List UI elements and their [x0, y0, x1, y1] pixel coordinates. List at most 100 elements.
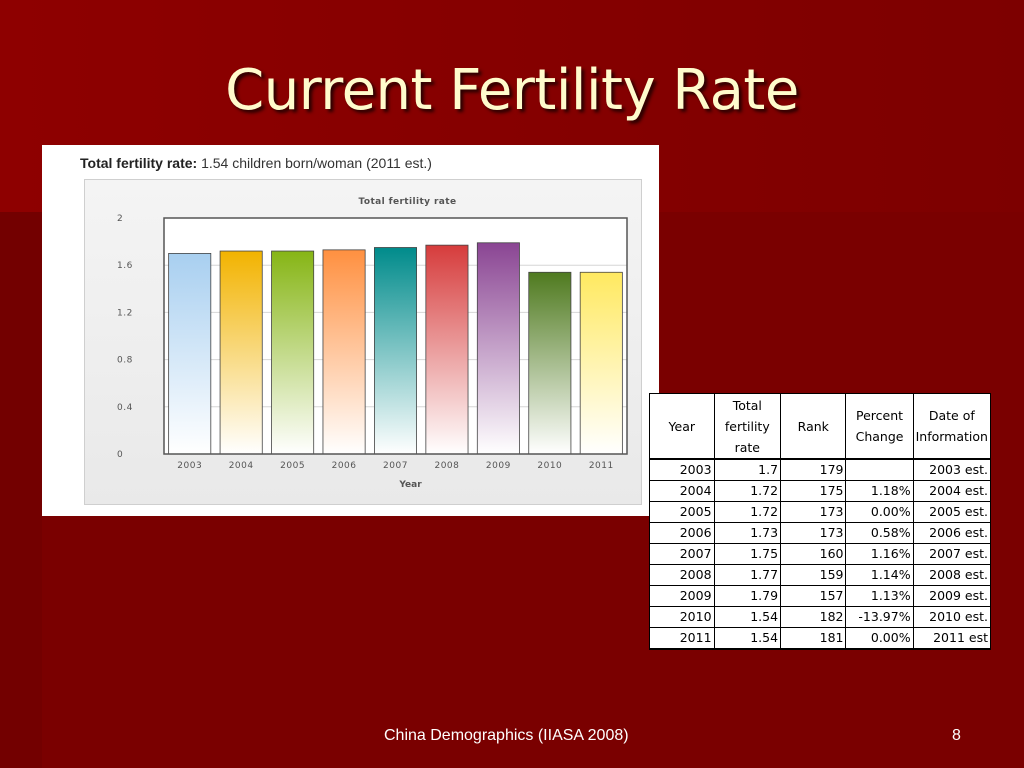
table-cell: 2011 est [912, 627, 992, 650]
table-header-row: Year Total fertility rate Rank Percent Chan… [649, 393, 992, 460]
table-cell: 1.75 [713, 543, 782, 565]
table-cell: 2010 [649, 606, 715, 628]
table-header-cell: Year [649, 393, 715, 460]
slide-background-notch [0, 212, 42, 768]
bar-2009 [476, 242, 520, 455]
table-cell: 1.16% [845, 543, 914, 565]
x-tick-label: 2009 [486, 461, 511, 471]
table-cell: 2005 est. [912, 501, 992, 523]
bar-2003 [168, 253, 212, 455]
table-cell: 2003 [649, 458, 715, 481]
bar-chart: 0 0.4 0.8 1.2 1.6 2 2003 2004 2005 2006 2007 2008 20… [117, 197, 628, 490]
chart-bars [163, 217, 628, 455]
table-row: 2006 1.73 173 0.58% 2006 est. [649, 522, 992, 544]
y-tick-label: 1.2 [117, 308, 133, 318]
table-row: 2010 1.54 182 -13.97% 2010 est. [649, 606, 992, 628]
table-cell: -13.97% [845, 606, 914, 628]
x-tick-label: 2005 [280, 461, 305, 471]
table-cell: 157 [780, 585, 847, 607]
table-cell: 2006 [649, 522, 715, 544]
bar-2005 [271, 250, 315, 455]
table-row: 2004 1.72 175 1.18% 2004 est. [649, 480, 992, 502]
x-tick-label: 2007 [383, 461, 408, 471]
table-header-cell: Date of Information [912, 393, 992, 460]
bar-2006 [322, 249, 366, 455]
chart-title: Total fertility rate [359, 197, 457, 207]
table-row: 2007 1.75 160 1.16% 2007 est. [649, 543, 992, 565]
table-header-cell: Percent Change [845, 393, 914, 460]
chart-heading-value: 1.54 children born/woman (2011 est.) [201, 155, 432, 171]
table-cell: 0.00% [845, 501, 914, 523]
footer-source: China Demographics (IIASA 2008) [384, 727, 629, 744]
table-cell: 173 [780, 522, 847, 544]
table-cell: 2007 [649, 543, 715, 565]
table-cell: 1.7 [713, 458, 782, 481]
chart-labels: 0 0.4 0.8 1.2 1.6 2 2003 2004 2005 2006 2007 2008 20… [117, 197, 614, 490]
table-cell: 1.72 [713, 480, 782, 502]
table-cell: 179 [780, 458, 847, 481]
table-cell: 181 [780, 627, 847, 650]
table-cell: 1.79 [713, 585, 782, 607]
x-tick-label: 2003 [177, 461, 202, 471]
x-tick-label: 2004 [229, 461, 254, 471]
slide-title: Current Fertility Rate [225, 58, 799, 123]
y-tick-label: 0 [117, 450, 123, 460]
table-cell: 1.13% [845, 585, 914, 607]
y-tick-label: 0.8 [117, 356, 133, 366]
table-cell: 2009 est. [912, 585, 992, 607]
table-cell: 173 [780, 501, 847, 523]
bar-2008 [425, 244, 469, 455]
x-tick-label: 2008 [434, 461, 459, 471]
table-cell: 1.72 [713, 501, 782, 523]
table-cell: 0.00% [845, 627, 914, 650]
table-cell: 1.54 [713, 627, 782, 650]
fertility-data-table: Year Total fertility rate Rank Percent Chan… [649, 393, 992, 650]
table-cell: 159 [780, 564, 847, 586]
table-cell [845, 458, 914, 481]
table-cell: 2010 est. [912, 606, 992, 628]
bar-2004 [219, 250, 263, 455]
table-cell: 1.73 [713, 522, 782, 544]
table-row: 2011 1.54 181 0.00% 2011 est [649, 627, 992, 650]
table-cell: 2003 est. [912, 458, 992, 481]
table-cell: 175 [780, 480, 847, 502]
table-cell: 1.54 [713, 606, 782, 628]
bar-2010 [528, 271, 572, 455]
x-axis-label: Year [398, 480, 422, 490]
table-cell: 0.58% [845, 522, 914, 544]
x-tick-label: 2006 [332, 461, 357, 471]
table-cell: 2011 [649, 627, 715, 650]
table-cell: 2009 [649, 585, 715, 607]
table-row: 2003 1.7 179 2003 est. [649, 458, 992, 481]
chart-panel: Total fertility rate: 1.54 children born… [42, 145, 659, 516]
plot-border [163, 217, 628, 455]
y-tick-label: 2 [117, 214, 123, 224]
bar-2011 [579, 271, 623, 455]
table-cell: 2004 [649, 480, 715, 502]
table-cell: 2007 est. [912, 543, 992, 565]
table-cell: 2008 est. [912, 564, 992, 586]
y-tick-label: 0.4 [117, 403, 133, 413]
table-cell: 1.77 [713, 564, 782, 586]
table-cell: 2008 [649, 564, 715, 586]
table-cell: 2006 est. [912, 522, 992, 544]
y-tick-label: 1.6 [117, 261, 133, 271]
bar-2007 [374, 247, 417, 455]
table-body: 2003 1.7 179 2003 est. 2004 1.72 175 1.18% 2004 … [649, 458, 992, 650]
table-row: 2009 1.79 157 1.13% 2009 est. [649, 585, 992, 607]
table-cell: 1.14% [845, 564, 914, 586]
table-cell: 1.18% [845, 480, 914, 502]
chart-heading-label: Total fertility rate: [80, 155, 198, 171]
chart-box: 0 0.4 0.8 1.2 1.6 2 2003 2004 2005 2006 2007 2008 20… [84, 179, 642, 505]
table-header-cell: Total fertility rate [713, 393, 782, 460]
slide-number: 8 [952, 727, 961, 744]
table-row: 2005 1.72 173 0.00% 2005 est. [649, 501, 992, 523]
table-row: 2008 1.77 159 1.14% 2008 est. [649, 564, 992, 586]
chart-heading: Total fertility rate: 1.54 children born… [80, 155, 432, 171]
table-header-cell: Rank [780, 393, 847, 460]
table-cell: 2004 est. [912, 480, 992, 502]
table-cell: 160 [780, 543, 847, 565]
x-tick-label: 2011 [589, 461, 614, 471]
x-tick-label: 2010 [537, 461, 562, 471]
table-cell: 182 [780, 606, 847, 628]
